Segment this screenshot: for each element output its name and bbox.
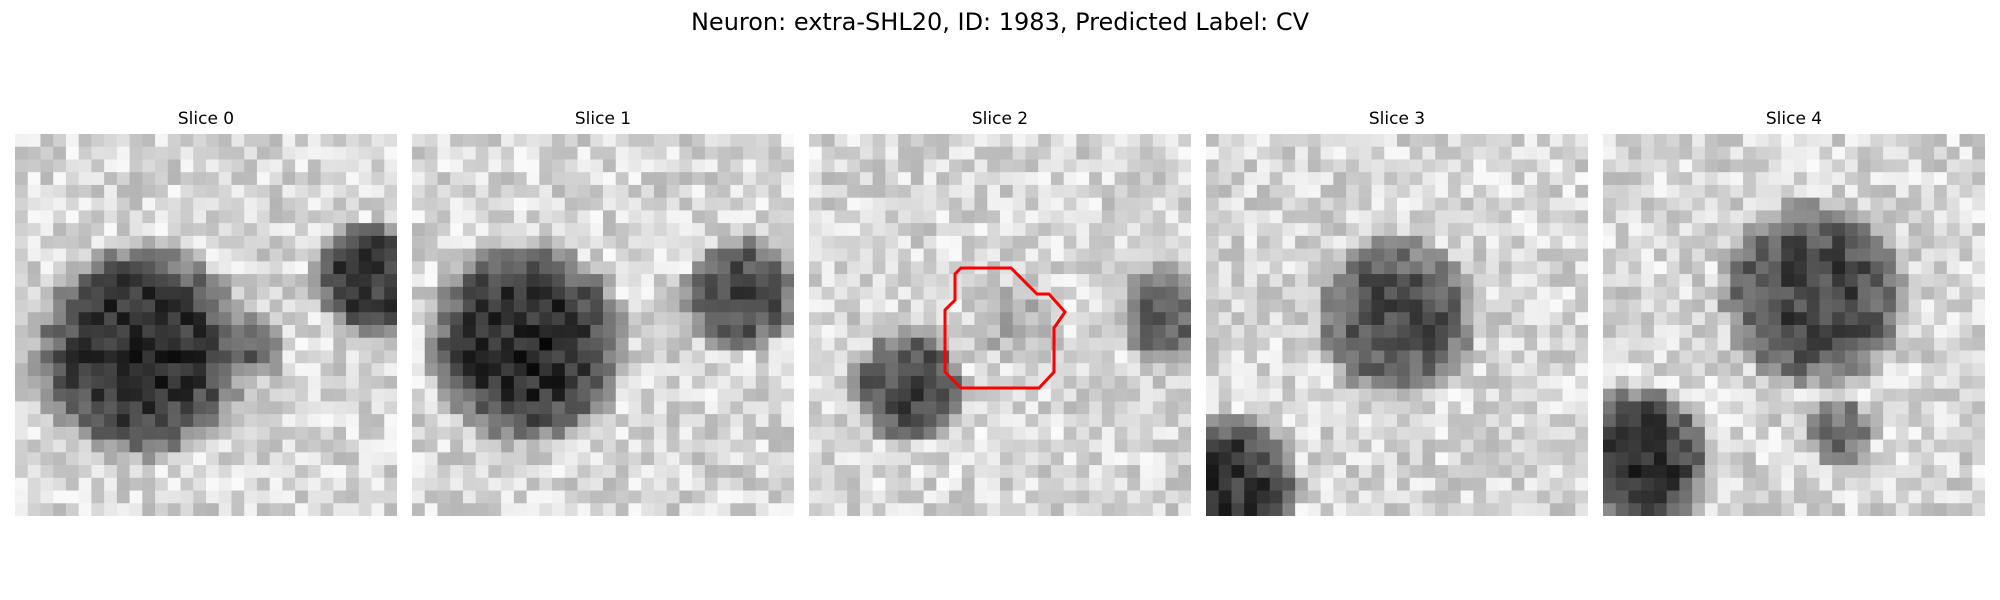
slice-label: Slice 3 [1368,109,1426,129]
slice-label: Slice 1 [574,109,632,129]
slice-panel-1: Slice 1 [412,108,794,516]
slice-image [1206,134,1588,516]
slice-image [1603,134,1985,516]
slice-panel-3: Slice 3 [1206,108,1588,516]
slice-image [412,134,794,516]
slice-image [809,134,1191,516]
slice-label: Slice 4 [1765,109,1823,129]
slice-label: Slice 0 [177,109,235,129]
segmentation-outline [943,266,1067,390]
slice-panel-0: Slice 0 [15,108,397,516]
slice-panel-4: Slice 4 [1603,108,1985,516]
figure-title: Neuron: extra-SHL20, ID: 1983, Predicted… [690,8,1310,36]
slice-panel-2: Slice 2 [809,108,1191,516]
slice-label: Slice 2 [971,109,1029,129]
slice-image [15,134,397,516]
